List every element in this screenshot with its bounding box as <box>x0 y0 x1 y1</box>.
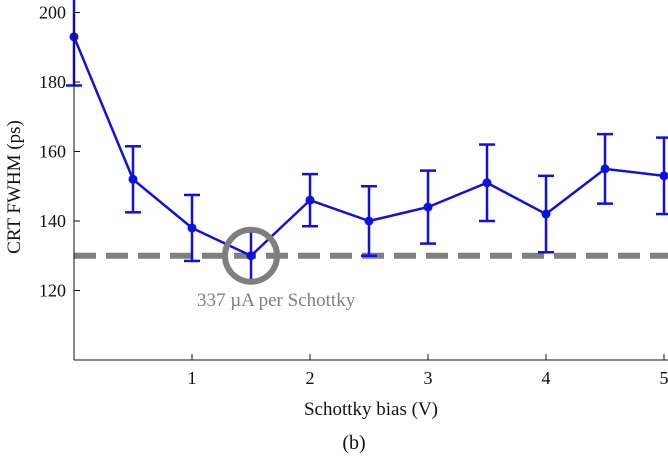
data-point <box>187 223 197 233</box>
highlight-circle <box>222 226 280 285</box>
axes-layer <box>73 12 668 361</box>
text-layer: 1 2 3 4 5 120 140 160 180 200 Schottky bias (V) CRT… <box>4 3 668 455</box>
x-tick-label: 4 <box>542 368 551 388</box>
y-tick-label: 200 <box>39 3 66 23</box>
x-tick-label: 1 <box>188 368 197 388</box>
data-point <box>541 209 551 219</box>
x-tick-label: 2 <box>306 368 315 388</box>
highlight-layer <box>222 226 280 285</box>
data-point <box>305 195 315 205</box>
annotation-label: 337 µA per Schottky <box>197 290 356 311</box>
x-axis-label: Schottky bias (V) <box>304 399 438 420</box>
data-point <box>128 174 138 184</box>
x-tick-label: 3 <box>424 368 433 388</box>
data-point <box>600 164 610 174</box>
x-tick-label: 5 <box>660 368 668 388</box>
data-point <box>659 171 668 181</box>
data-point <box>482 178 492 188</box>
series-layer <box>66 0 668 282</box>
y-axis-label: CRT FWHM (ps) <box>4 120 25 254</box>
y-tick-label: 180 <box>39 72 66 92</box>
y-tick-label: 140 <box>39 211 66 231</box>
data-point <box>423 202 433 212</box>
y-tick-label: 120 <box>39 281 66 301</box>
data-point <box>246 251 256 261</box>
figure-caption: (b) <box>342 432 365 454</box>
y-tick-label: 160 <box>39 142 66 162</box>
data-point <box>364 216 374 226</box>
